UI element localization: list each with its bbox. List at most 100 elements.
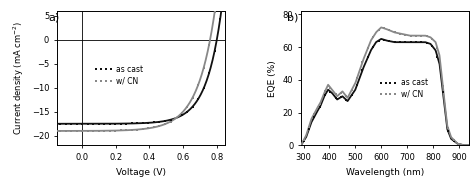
as cast	[456, 143, 462, 145]
as cast	[173, 117, 179, 119]
as cast	[413, 41, 419, 43]
w/ CN	[206, 43, 212, 46]
w/ CN	[435, 47, 440, 50]
as cast	[124, 122, 129, 125]
as cast	[190, 106, 195, 108]
as cast	[370, 46, 376, 48]
w/ CN	[168, 121, 173, 123]
as cast	[317, 106, 322, 108]
as cast	[397, 41, 403, 43]
w/ CN	[408, 35, 413, 37]
as cast	[201, 87, 207, 90]
w/ CN	[311, 112, 317, 115]
w/ CN	[456, 143, 462, 145]
as cast	[80, 123, 85, 125]
w/ CN	[57, 130, 63, 132]
as cast	[338, 96, 344, 98]
w/ CN	[424, 35, 429, 37]
w/ CN	[306, 126, 312, 128]
as cast	[402, 41, 408, 43]
as cast	[162, 120, 168, 122]
as cast	[156, 121, 162, 123]
as cast	[91, 123, 96, 125]
w/ CN	[381, 27, 387, 29]
as cast	[301, 140, 306, 142]
w/ CN	[451, 139, 456, 141]
as cast	[311, 116, 317, 118]
as cast	[306, 128, 312, 130]
as cast	[419, 41, 424, 43]
w/ CN	[184, 106, 190, 108]
as cast	[322, 94, 328, 96]
w/ CN	[101, 130, 107, 132]
as cast	[212, 50, 218, 52]
as cast	[68, 123, 74, 125]
as cast	[151, 121, 157, 123]
as cast	[96, 123, 102, 125]
as cast	[365, 56, 371, 59]
w/ CN	[151, 126, 157, 128]
as cast	[168, 119, 173, 121]
as cast	[376, 40, 382, 42]
as cast	[184, 111, 190, 113]
w/ CN	[392, 31, 398, 33]
w/ CN	[419, 35, 424, 37]
w/ CN	[129, 129, 135, 131]
X-axis label: Wavelength (nm): Wavelength (nm)	[346, 168, 424, 177]
w/ CN	[344, 95, 349, 98]
Legend: as cast, w/ CN: as cast, w/ CN	[91, 62, 146, 88]
w/ CN	[63, 130, 69, 132]
as cast	[101, 123, 107, 125]
Y-axis label: EQE (%): EQE (%)	[268, 60, 277, 97]
as cast	[451, 139, 456, 142]
as cast	[179, 114, 184, 117]
as cast	[435, 56, 440, 58]
Line: w/ CN: w/ CN	[302, 27, 460, 145]
as cast	[446, 130, 451, 132]
w/ CN	[338, 91, 344, 94]
w/ CN	[118, 129, 124, 132]
w/ CN	[80, 130, 85, 132]
w/ CN	[140, 128, 146, 130]
Y-axis label: Current density (mA cm$^{-2}$): Current density (mA cm$^{-2}$)	[12, 21, 26, 135]
w/ CN	[146, 127, 151, 129]
w/ CN	[85, 130, 91, 132]
as cast	[354, 84, 360, 86]
as cast	[118, 123, 124, 125]
as cast	[360, 69, 365, 71]
w/ CN	[402, 34, 408, 36]
Text: a): a)	[48, 12, 60, 22]
as cast	[85, 123, 91, 125]
X-axis label: Voltage (V): Voltage (V)	[116, 168, 166, 177]
w/ CN	[68, 130, 74, 132]
as cast	[146, 122, 151, 124]
as cast	[429, 45, 435, 47]
as cast	[333, 96, 338, 99]
as cast	[408, 41, 413, 43]
Line: as cast: as cast	[59, 18, 221, 125]
w/ CN	[201, 67, 207, 69]
w/ CN	[212, 11, 218, 13]
as cast	[107, 123, 113, 125]
w/ CN	[322, 90, 328, 93]
w/ CN	[156, 125, 162, 127]
as cast	[140, 122, 146, 124]
w/ CN	[397, 32, 403, 35]
w/ CN	[333, 93, 338, 95]
as cast	[328, 90, 333, 93]
as cast	[349, 94, 355, 96]
as cast	[57, 123, 63, 125]
w/ CN	[440, 85, 446, 87]
w/ CN	[386, 29, 392, 31]
w/ CN	[328, 86, 333, 89]
w/ CN	[195, 84, 201, 86]
w/ CN	[301, 139, 306, 141]
w/ CN	[376, 29, 382, 31]
as cast	[392, 41, 398, 43]
w/ CN	[162, 123, 168, 125]
w/ CN	[107, 130, 113, 132]
w/ CN	[91, 130, 96, 132]
Line: w/ CN: w/ CN	[59, 0, 221, 132]
as cast	[344, 99, 349, 101]
w/ CN	[112, 130, 118, 132]
